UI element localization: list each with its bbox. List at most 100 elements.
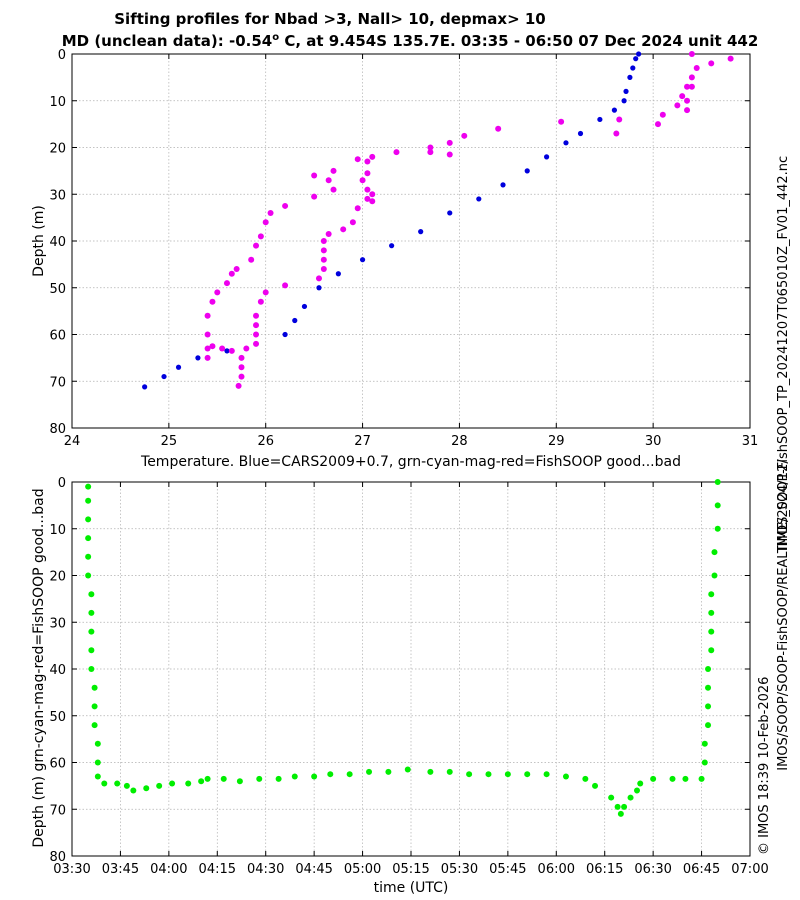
magenta-data-point: [659, 111, 666, 118]
blue-data-point: [175, 364, 182, 370]
top-y-ticks: 0 10 20 30 40 50 60 70 80: [49, 48, 750, 437]
top-data-marks: [142, 51, 734, 390]
magenta-data-point: [262, 289, 269, 296]
x-tick-label: 29: [548, 434, 565, 449]
magenta-data-point: [708, 60, 715, 67]
green-data-point: [711, 549, 718, 556]
magenta-data-point: [223, 280, 230, 287]
green-data-point: [198, 778, 205, 785]
y-tick-label: 40: [49, 663, 66, 678]
green-data-point: [91, 684, 98, 691]
magenta-data-point: [369, 191, 376, 198]
magenta-data-point: [369, 198, 376, 205]
y-tick-label: 60: [49, 757, 66, 772]
green-data-point: [617, 810, 624, 817]
green-data-point: [627, 794, 634, 801]
y-tick-label: 30: [49, 188, 66, 203]
bottom-y-ticks: 0 10 20 30 40 50 60 70 80: [49, 476, 750, 865]
blue-data-point: [418, 229, 424, 235]
x-tick-label: 03:30: [53, 862, 90, 877]
green-data-point: [185, 780, 192, 787]
blue-data-point: [282, 331, 288, 338]
magenta-data-point: [209, 298, 216, 305]
time-depth-chart: 03:30 03:45 04:00 04:15 04:30 04:45 05:00 05:15…: [31, 476, 769, 896]
blue-data-point: [316, 285, 322, 291]
green-data-point: [91, 722, 98, 729]
magenta-data-point: [320, 247, 327, 254]
green-data-point: [85, 572, 92, 579]
green-data-point: [404, 766, 411, 773]
blue-data-point: [577, 130, 584, 137]
blue-data-point: [633, 56, 639, 62]
y-tick-label: 50: [49, 282, 66, 297]
y-tick-label: 30: [49, 616, 66, 631]
green-data-point: [705, 684, 712, 691]
green-data-point: [485, 771, 492, 778]
green-data-point: [466, 771, 473, 778]
y-tick-label: 50: [49, 710, 66, 725]
y-tick-label: 70: [49, 803, 66, 818]
magenta-data-point: [233, 266, 240, 273]
magenta-data-point: [282, 282, 289, 289]
x-tick-label: 05:45: [489, 862, 526, 877]
green-data-point: [562, 773, 569, 780]
magenta-data-point: [349, 219, 356, 226]
magenta-data-point: [613, 130, 620, 137]
magenta-data-point: [204, 354, 211, 361]
magenta-data-point: [364, 186, 371, 193]
green-data-point: [291, 773, 298, 780]
green-data-point: [101, 780, 108, 787]
green-data-point: [169, 780, 176, 787]
green-data-point: [88, 591, 95, 598]
blue-data-point: [476, 196, 482, 202]
x-tick-label: 06:45: [683, 862, 720, 877]
x-tick-label: 04:30: [247, 862, 284, 877]
magenta-data-point: [214, 289, 221, 296]
magenta-data-point: [325, 230, 332, 237]
magenta-data-point: [427, 144, 434, 151]
x-tick-label: 06:30: [634, 862, 671, 877]
green-data-point: [669, 775, 676, 782]
magenta-data-point: [253, 331, 260, 338]
magenta-data-point: [262, 219, 269, 226]
magenta-data-point: [359, 177, 366, 184]
magenta-data-point: [427, 149, 434, 156]
y-tick-label: 10: [49, 95, 66, 110]
x-tick-label: 05:30: [441, 862, 478, 877]
green-data-point: [85, 553, 92, 560]
magenta-data-point: [674, 102, 681, 109]
blue-data-point: [195, 355, 201, 361]
green-data-point: [705, 666, 712, 672]
y-tick-label: 20: [49, 570, 66, 585]
blue-data-point: [359, 257, 366, 263]
chart-title: Sifting profiles for Nbad >3, Nall> 10, …: [114, 10, 546, 28]
green-data-point: [85, 483, 92, 490]
blue-data-point: [301, 303, 308, 310]
magenta-data-point: [219, 345, 226, 352]
green-data-point: [701, 759, 708, 766]
y-tick-label: 0: [58, 476, 66, 491]
green-data-point: [592, 782, 599, 789]
green-data-point: [114, 780, 121, 787]
magenta-data-point: [204, 345, 211, 352]
green-data-point: [427, 768, 434, 775]
x-tick-label: 30: [645, 434, 662, 449]
green-data-point: [524, 771, 531, 778]
y-tick-label: 40: [49, 235, 66, 250]
y-tick-label: 80: [49, 422, 66, 437]
green-data-point: [714, 525, 721, 532]
magenta-data-point: [228, 347, 235, 354]
x-tick-label: 24: [64, 434, 81, 449]
magenta-data-point: [354, 156, 361, 163]
magenta-data-point: [320, 256, 327, 263]
blue-data-point: [563, 140, 569, 146]
temperature-depth-chart: 24 25 26 27 28 29 30 31 0 10 20 30 40 50 60 70 80 Tempe…: [31, 48, 758, 470]
green-data-point: [88, 609, 95, 616]
green-data-point: [543, 771, 550, 778]
x-tick-label: 04:15: [199, 862, 236, 877]
magenta-data-point: [267, 209, 274, 216]
chart-subtitle: MD (unclean data): -0.54o C, at 9.454S 1…: [10, 32, 800, 50]
green-data-point: [91, 703, 98, 710]
side-path: IMOS/SOOP/SOOP-FishSOOP/REALTIME/2024/12…: [776, 459, 791, 771]
magenta-data-point: [311, 172, 318, 179]
